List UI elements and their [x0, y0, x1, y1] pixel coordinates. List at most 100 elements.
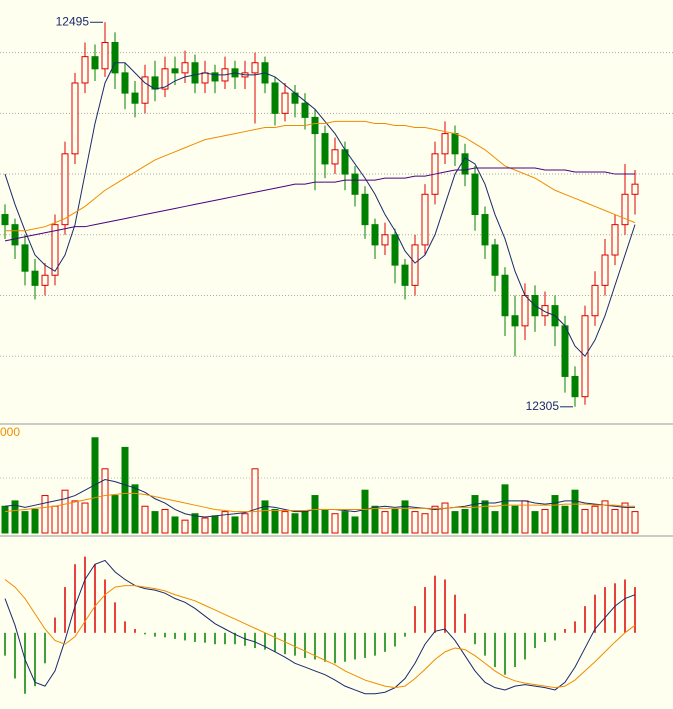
volume-bar: [31, 508, 39, 534]
volume-bar: [461, 508, 469, 534]
candle-body: [481, 214, 489, 246]
volume-bar: [481, 500, 489, 534]
volume-bar: [551, 495, 559, 534]
volume-bar: [411, 511, 419, 534]
volume-bar: [71, 500, 79, 534]
volume-bar: [211, 515, 219, 534]
candle-body: [491, 244, 499, 276]
volume-bar: [521, 500, 529, 534]
volume-bar: [531, 511, 539, 534]
volume-bar: [231, 516, 239, 534]
volume-bar: [151, 511, 159, 534]
volume-bar: [161, 508, 169, 534]
candle-body: [141, 76, 149, 104]
candle-body: [191, 62, 199, 84]
candle-body: [171, 68, 179, 74]
volume-bar: [501, 484, 509, 534]
volume-bar: [241, 513, 249, 534]
candle-body: [201, 72, 209, 84]
volume-bar: [201, 517, 209, 534]
candle-body: [621, 193, 629, 226]
volume-bar: [221, 511, 229, 534]
volume-bar: [431, 505, 439, 534]
candle-body: [541, 305, 549, 317]
candle-body: [401, 264, 409, 286]
volume-bar: [331, 513, 339, 534]
volume-bar: [281, 511, 289, 534]
candle-body: [91, 56, 99, 70]
volume-bar: [21, 511, 29, 534]
candle-body: [471, 173, 479, 216]
candle-body: [251, 62, 259, 74]
volume-bar: [141, 505, 149, 534]
candle-body: [521, 294, 529, 327]
macd-line: [4, 559, 636, 695]
volume-bar: [631, 511, 639, 534]
candle-body: [71, 82, 79, 155]
volume-bar: [341, 511, 349, 534]
volume-bar: [291, 513, 299, 534]
candle-body: [441, 133, 449, 155]
candle-body: [361, 193, 369, 226]
volume-bar: [451, 511, 459, 534]
volume-bar: [601, 500, 609, 534]
candle-body: [451, 133, 459, 155]
candle-body: [411, 244, 419, 286]
volume-bar: [371, 505, 379, 534]
candle-body: [161, 68, 169, 90]
candle-body: [111, 42, 119, 74]
candle-body: [211, 72, 219, 82]
volume-bar: [391, 508, 399, 534]
volume-bar: [401, 500, 409, 534]
candle-body: [561, 325, 569, 377]
volume-bar: [591, 505, 599, 534]
candle-body: [101, 42, 109, 70]
candle-body: [501, 274, 509, 317]
candle-body: [511, 315, 519, 327]
volume-bar: [541, 508, 549, 534]
moving-average: [5, 120, 636, 232]
candle-body: [61, 153, 69, 226]
volume-bar: [181, 519, 189, 534]
candle-body: [381, 234, 389, 246]
candle-body: [611, 224, 619, 256]
candle-body: [631, 183, 639, 195]
volume-bar: [511, 505, 519, 534]
volume-bar: [61, 489, 69, 534]
candle-body: [41, 274, 49, 286]
volume-bar: [581, 508, 589, 534]
candle-body: [351, 173, 359, 195]
volume-bar: [41, 495, 49, 534]
volume-bar: [351, 516, 359, 534]
volume-bar: [101, 468, 109, 534]
volume-average: [4, 478, 635, 518]
volume-bar: [421, 513, 429, 534]
volume-bar: [441, 502, 449, 534]
candle-body: [371, 224, 379, 246]
volume-bar: [611, 508, 619, 534]
volume-bar: [131, 484, 139, 534]
volume-bar: [171, 516, 179, 534]
candle-body: [51, 224, 59, 276]
low-label: 12305: [526, 399, 560, 413]
candle-body: [391, 234, 399, 266]
volume-bar: [191, 513, 199, 534]
candle-body: [21, 244, 29, 272]
candle-body: [281, 92, 289, 114]
candle-body: [421, 193, 429, 246]
candle-body: [571, 375, 579, 398]
volume-bar: [381, 511, 389, 534]
volume-bar: [321, 508, 329, 534]
candle-body: [321, 133, 329, 165]
candle-body: [331, 149, 339, 165]
volume-bar: [491, 511, 499, 534]
candle-body: [121, 72, 129, 94]
volume-bar: [261, 500, 269, 534]
volume-bar: [561, 505, 569, 534]
candle-body: [1, 214, 9, 226]
candle-body: [31, 270, 39, 286]
candle-body: [311, 116, 319, 135]
volume-bar: [301, 511, 309, 534]
volume-label: 000: [0, 425, 20, 439]
